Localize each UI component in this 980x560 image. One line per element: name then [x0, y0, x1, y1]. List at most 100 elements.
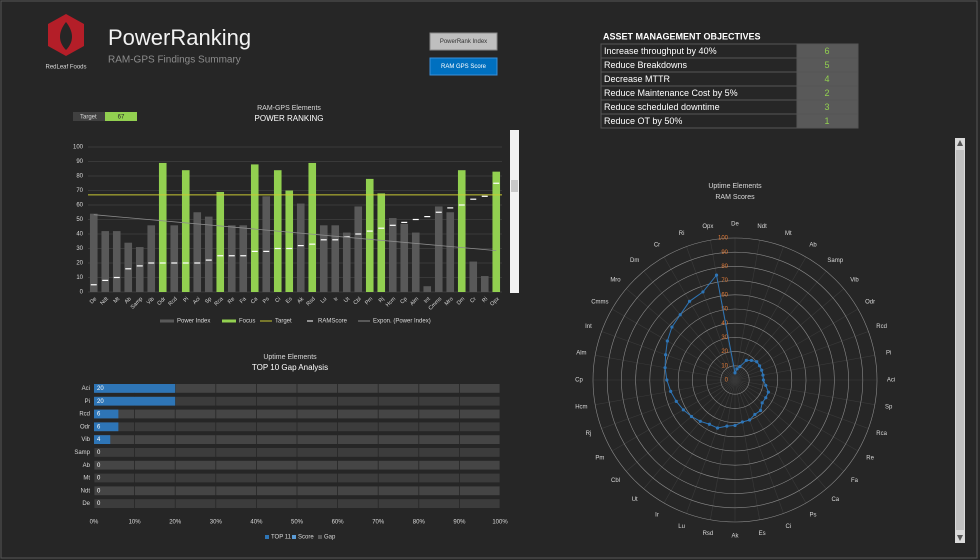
grid-circle [720, 365, 750, 395]
objective-text: Reduce Maintenance Cost by 5% [604, 88, 738, 98]
bar [94, 396, 176, 406]
y-tick-label: 60 [76, 203, 83, 209]
button[interactable] [429, 57, 498, 76]
category-label: Re [866, 456, 874, 462]
legend-label: RAMScore [318, 319, 348, 325]
x-tick-label: Rj [378, 296, 386, 304]
category-label: Rj [586, 431, 592, 437]
x-tick-label: Ir [333, 296, 340, 303]
bar [158, 162, 167, 292]
legend-swatch [160, 319, 174, 323]
scroll-down[interactable] [957, 535, 963, 541]
scroll-thumb[interactable] [956, 150, 964, 530]
chart-subtitle: RAM Scores [715, 194, 755, 201]
bar [342, 232, 351, 292]
bar [354, 206, 363, 292]
x-tick-label: Aci [192, 296, 202, 306]
target-value-box [105, 112, 137, 121]
x-tick-label: Rsd [306, 296, 317, 307]
y-tick-label: 40 [76, 232, 83, 238]
category-label: Aci [887, 378, 895, 384]
page-title: PowerRanking [108, 25, 251, 50]
button-label[interactable]: RAM GPS Score [441, 64, 487, 70]
y-tick-label: Odr [80, 424, 90, 430]
x-tick-label: 90% [453, 520, 466, 526]
x-tick-label: Ps [262, 296, 271, 305]
category-label: Hcm [575, 405, 587, 411]
bar [89, 213, 98, 292]
objective-score: 5 [824, 60, 829, 70]
target-label-box [73, 112, 105, 121]
category-label: Cp [575, 378, 583, 384]
x-tick-label: 60% [332, 520, 345, 526]
radar-point [747, 418, 752, 422]
bar [227, 225, 236, 292]
bar [112, 231, 121, 292]
x-tick-label: Rcd [168, 296, 179, 307]
legend-label: TOP 11 [271, 535, 292, 541]
radar-point [681, 408, 685, 412]
radar-point [701, 290, 705, 294]
scroll-up[interactable] [957, 140, 963, 146]
legend-label: Focus [239, 319, 255, 325]
grid-circle [692, 337, 778, 423]
x-tick-label: Rca [214, 296, 226, 308]
category-label: Alm [576, 350, 586, 356]
category-label: Cbl [611, 478, 620, 484]
x-tick-label: Re [227, 296, 236, 305]
category-label: Es [759, 531, 766, 537]
grid-circle [592, 237, 878, 523]
objective-text: Reduce Breakdowns [604, 60, 688, 70]
radar-point [670, 325, 674, 329]
x-tick-label: De [89, 296, 98, 305]
category-label: Ndt [757, 224, 767, 230]
x-tick-label: Cr [469, 296, 477, 304]
category-label: Vib [850, 277, 859, 283]
r-tick-label: 50 [721, 307, 728, 313]
category-label: Pi [886, 350, 891, 356]
x-tick-label: Ab [124, 296, 133, 305]
button[interactable] [429, 32, 498, 51]
button-label[interactable]: PowerRank Index [440, 39, 487, 45]
bar [204, 216, 213, 292]
value-label: 0 [97, 463, 101, 469]
chart-title: Uptime Elements [263, 354, 317, 361]
x-tick-label: Ci [274, 296, 282, 304]
category-label: Opx [702, 224, 713, 230]
chart-subtitle: POWER RANKING [255, 114, 324, 123]
x-tick-label: Fa [239, 296, 248, 305]
value-label: 0 [97, 450, 101, 456]
radar-point [689, 414, 694, 419]
radar-point [733, 371, 737, 375]
x-tick-label: Ut [343, 296, 351, 304]
legend-label: Target [275, 319, 292, 325]
bar [492, 171, 501, 292]
x-tick-label: Pm [364, 296, 374, 306]
objective-text: Decrease MTTR [604, 74, 671, 84]
r-tick-label: 0 [725, 378, 729, 384]
y-tick-label: 100 [73, 145, 84, 151]
chart-title: RAM-GPS Elements [257, 105, 321, 112]
grid-circle [677, 322, 793, 438]
radar-point [749, 358, 754, 363]
bar [365, 178, 374, 292]
chart-scrollbar[interactable] [510, 130, 519, 293]
y-tick-label: 0 [80, 290, 84, 296]
objective-text: Reduce scheduled downtime [604, 102, 720, 112]
radar-point [753, 412, 757, 417]
category-label: Cr [654, 242, 660, 248]
objective-score-cell [796, 113, 859, 129]
category-label: Ab [809, 242, 817, 248]
x-tick-label: Lu [320, 296, 329, 305]
radar-point [714, 273, 719, 277]
radar-point [715, 426, 720, 430]
bar [193, 212, 202, 292]
x-tick-label: 30% [210, 520, 223, 526]
bar [170, 225, 179, 292]
x-tick-label: Int [423, 296, 432, 305]
y-tick-label: Mt [83, 476, 90, 482]
scroll-thumb[interactable] [511, 180, 518, 192]
radar-point [760, 368, 764, 372]
legend-label: Score [298, 535, 314, 541]
